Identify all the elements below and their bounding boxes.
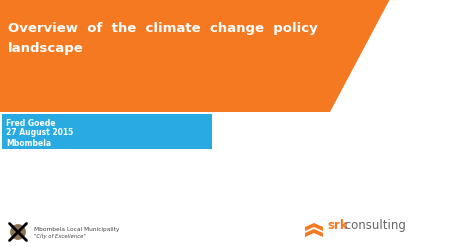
- Text: Overview  of  the  climate  change  policy: Overview of the climate change policy: [8, 21, 318, 34]
- Text: landscape: landscape: [8, 41, 84, 54]
- Text: consulting: consulting: [341, 219, 406, 232]
- Circle shape: [11, 225, 25, 239]
- Text: Fred Goede: Fred Goede: [6, 118, 55, 127]
- Polygon shape: [0, 0, 390, 113]
- Polygon shape: [305, 223, 323, 231]
- Text: srk: srk: [327, 219, 347, 232]
- Text: "City of Excellence": "City of Excellence": [34, 233, 86, 238]
- Text: 27 August 2015: 27 August 2015: [6, 128, 73, 137]
- Text: Mbombela: Mbombela: [6, 138, 51, 147]
- Polygon shape: [305, 229, 323, 237]
- Text: Mbombela Local Municipality: Mbombela Local Municipality: [34, 226, 119, 231]
- Bar: [2, 115, 212, 149]
